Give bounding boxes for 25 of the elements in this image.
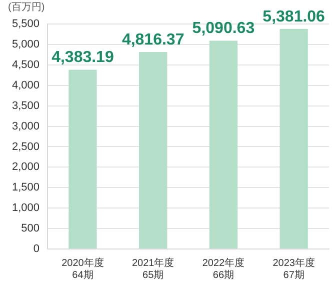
y-tick-label: 3,000: [12, 120, 40, 132]
data-label: 4,816.37: [122, 31, 184, 48]
y-tick-label: 2,000: [12, 161, 40, 174]
bar: [68, 70, 97, 248]
y-tick-label: 0: [33, 243, 40, 256]
x-tick-label: 2020年度 64期: [62, 256, 104, 281]
data-label: 5,381.06: [262, 8, 326, 26]
y-axis-title: (百万円): [8, 2, 45, 13]
y-tick-label: 2,500: [12, 140, 40, 153]
y-tick-label: 4,500: [12, 58, 40, 71]
x-tick-label: 2023年度 67期: [272, 256, 315, 281]
y-tick-label: 5,500: [12, 18, 40, 30]
y-tick-label: 3,500: [12, 100, 40, 112]
y-tick-label: 1,000: [12, 202, 40, 214]
y-tick-label: 500: [21, 222, 40, 235]
x-tick-label: 2022年度 66期: [202, 256, 245, 281]
y-tick-label: 1,500: [12, 182, 40, 194]
data-label: 4,383.19: [52, 49, 114, 66]
bar: [209, 40, 238, 248]
bar: [280, 28, 308, 248]
y-tick-label: 4,000: [12, 79, 40, 92]
y-tick-label: 5,000: [12, 38, 40, 50]
bar: [139, 52, 168, 248]
x-tick-label: 2021年度 65期: [132, 256, 174, 281]
data-label: 5,090.63: [192, 20, 255, 38]
